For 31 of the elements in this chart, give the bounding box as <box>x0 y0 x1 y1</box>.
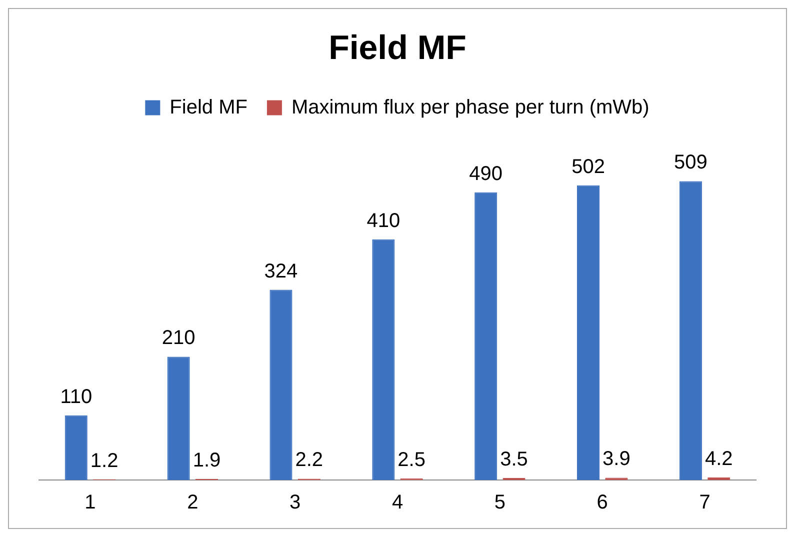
data-label: 509 <box>674 152 708 174</box>
data-label: 210 <box>162 327 196 350</box>
data-label: 490 <box>469 162 503 185</box>
bar <box>372 239 395 480</box>
data-label: 110 <box>60 386 92 408</box>
x-tick-label: 3 <box>290 492 301 514</box>
x-tick-label: 5 <box>494 492 506 514</box>
bar <box>474 192 498 480</box>
bar <box>577 185 600 480</box>
data-label: 324 <box>264 260 298 282</box>
x-tick-label: 6 <box>596 492 608 514</box>
bar <box>64 415 88 480</box>
bar <box>270 290 292 480</box>
data-label: 410 <box>366 210 400 232</box>
legend-label: Maximum flux per phase per turn (mWb) <box>291 96 650 118</box>
x-tick-label: 2 <box>187 492 198 514</box>
x-tick-label: 4 <box>392 492 404 514</box>
data-label: 502 <box>572 156 605 178</box>
data-label: 1.9 <box>192 449 221 472</box>
x-tick-label: 1 <box>84 492 96 514</box>
chart-title: Field MF <box>328 28 466 67</box>
x-tick-label: 7 <box>699 492 710 514</box>
data-label: 1.2 <box>90 450 118 472</box>
data-label: 2.5 <box>398 449 426 472</box>
data-label: 3.5 <box>500 448 528 470</box>
bar <box>679 181 702 480</box>
bar <box>167 356 190 480</box>
legend-label: Field MF <box>170 96 248 118</box>
data-label: 3.9 <box>602 448 630 470</box>
data-label: 2.2 <box>295 449 324 472</box>
data-label: 4.2 <box>704 448 733 470</box>
